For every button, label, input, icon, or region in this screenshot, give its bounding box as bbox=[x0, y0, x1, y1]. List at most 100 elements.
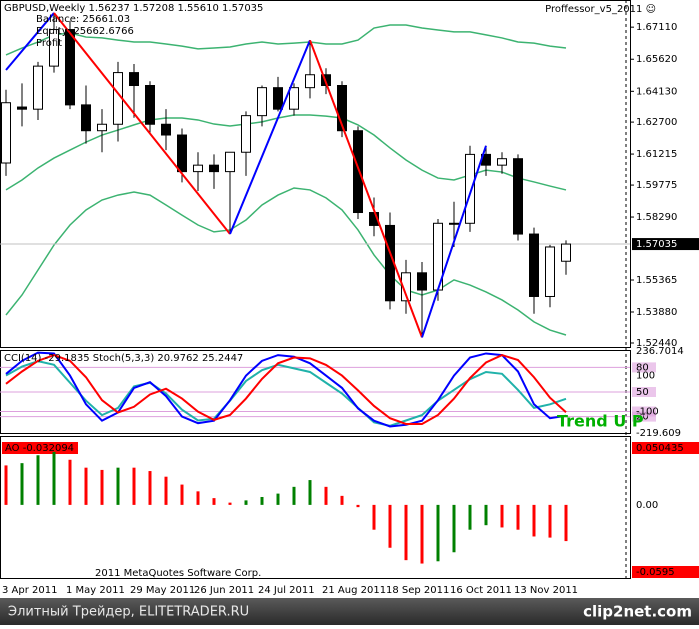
ao-bar bbox=[372, 504, 376, 530]
ao-bar bbox=[116, 467, 120, 505]
candle-body bbox=[561, 243, 571, 262]
zigzag-segment bbox=[421, 145, 487, 338]
annotation: Trend U P bbox=[557, 412, 644, 431]
indicator-line bbox=[5, 351, 567, 428]
stoch-level-label: 20 bbox=[636, 412, 649, 423]
y-tick-label: 1.61215 bbox=[636, 149, 677, 160]
ao-bar bbox=[532, 504, 536, 537]
zigzag-segment bbox=[53, 12, 231, 235]
y-tick-label: 1.58290 bbox=[636, 212, 677, 223]
zigzag-segment bbox=[5, 12, 55, 71]
chart-title: GBPUSD,Weekly 1.56237 1.57208 1.55610 1.… bbox=[4, 3, 263, 14]
candle-body bbox=[193, 164, 203, 173]
y-tick-label: 1.64130 bbox=[636, 86, 677, 97]
ao-bar bbox=[260, 496, 264, 505]
zigzag-segment bbox=[229, 39, 311, 235]
candle-body bbox=[49, 29, 59, 67]
cci-level-label: -219.609 bbox=[636, 428, 681, 439]
y-tick-label: 1.65620 bbox=[636, 54, 677, 65]
candle-body bbox=[545, 246, 555, 297]
equity: Equity: 25662.6766 bbox=[36, 26, 134, 37]
candle-body bbox=[17, 106, 27, 110]
ao-bar bbox=[292, 486, 296, 505]
ao-bar bbox=[436, 504, 440, 562]
indicator-line bbox=[5, 360, 567, 427]
candle-body bbox=[305, 74, 315, 89]
cci-level-label: 100 bbox=[636, 371, 655, 382]
candle-body bbox=[65, 29, 75, 106]
candle-body bbox=[129, 72, 139, 87]
ao-bar bbox=[548, 504, 552, 538]
cci-level-label: -100 bbox=[636, 407, 659, 418]
ao-bar bbox=[20, 463, 24, 505]
candle-body bbox=[33, 65, 43, 110]
last-price-label: 1.57035 bbox=[636, 239, 677, 250]
last-price-box bbox=[632, 238, 699, 251]
band-line bbox=[5, 187, 567, 336]
zigzag-segment bbox=[309, 39, 423, 338]
ao-bar bbox=[196, 491, 200, 505]
ao-bar bbox=[500, 504, 504, 528]
candle-body bbox=[513, 158, 523, 235]
y-tick-label: 1.52440 bbox=[636, 338, 677, 349]
ao-bar bbox=[276, 493, 280, 505]
ao-bar bbox=[324, 486, 328, 505]
candle-body bbox=[401, 272, 411, 302]
footer-site: Элитный Трейдер, ELITETRADER.RU bbox=[8, 605, 249, 620]
candle-body bbox=[257, 87, 267, 117]
background bbox=[0, 0, 699, 598]
x-tick-label: 29 May 2011 bbox=[130, 585, 195, 596]
y-tick-label: 0.00 bbox=[636, 500, 658, 511]
x-tick-label: 21 Aug 2011 bbox=[322, 585, 386, 596]
main-panel bbox=[0, 0, 631, 348]
stoch-level-label: 50 bbox=[636, 387, 649, 398]
ao-bar bbox=[180, 484, 184, 505]
candle-body bbox=[417, 272, 427, 291]
x-tick-label: 3 Apr 2011 bbox=[2, 585, 57, 596]
stoch-level-box bbox=[632, 362, 656, 373]
ao-bar bbox=[388, 504, 392, 548]
footer-bar bbox=[0, 598, 699, 625]
ao-bar bbox=[340, 495, 344, 505]
ao-bar bbox=[52, 451, 56, 505]
candle-body bbox=[97, 123, 107, 132]
ao-bar bbox=[148, 471, 152, 505]
candle-body bbox=[81, 104, 91, 132]
ao-bar bbox=[404, 504, 408, 561]
ao-bar bbox=[84, 467, 88, 505]
ao-bar bbox=[356, 504, 360, 508]
ao-bar bbox=[132, 467, 136, 505]
candle-body bbox=[337, 85, 347, 132]
stoch-level-label: 80 bbox=[636, 362, 649, 373]
ao-bar bbox=[420, 504, 424, 564]
candle-body bbox=[161, 123, 171, 136]
y-tick-box bbox=[632, 566, 699, 578]
y-tick-label: -0.0595 bbox=[636, 567, 675, 578]
candle-body bbox=[289, 87, 299, 110]
candle-body bbox=[241, 115, 251, 153]
ao-bar bbox=[4, 465, 8, 505]
candle-body bbox=[449, 222, 459, 225]
candle-body bbox=[353, 130, 363, 214]
x-tick-label: 1 May 2011 bbox=[66, 585, 125, 596]
band-line bbox=[5, 24, 567, 56]
y-tick-label: 1.62700 bbox=[636, 117, 677, 128]
footer-brand: clip2net.com bbox=[583, 603, 692, 621]
ao-bar bbox=[468, 504, 472, 530]
stoch-level-box bbox=[632, 387, 656, 397]
ao-bar bbox=[244, 500, 248, 505]
candle-body bbox=[497, 158, 507, 166]
x-tick-label: 26 Jun 2011 bbox=[194, 585, 254, 596]
y-tick-label: 0.050435 bbox=[636, 443, 684, 454]
balance: Balance: 25661.03 bbox=[36, 14, 130, 25]
y-tick-label: 1.55365 bbox=[636, 275, 677, 286]
candle-body bbox=[1, 102, 11, 164]
ao-bar bbox=[452, 504, 456, 553]
y-tick-label: 1.53880 bbox=[636, 307, 677, 318]
y-tick-label: 1.67110 bbox=[636, 22, 677, 33]
candle-body bbox=[273, 87, 283, 110]
ao-bar bbox=[228, 502, 232, 505]
x-tick-label: 24 Jul 2011 bbox=[258, 585, 315, 596]
